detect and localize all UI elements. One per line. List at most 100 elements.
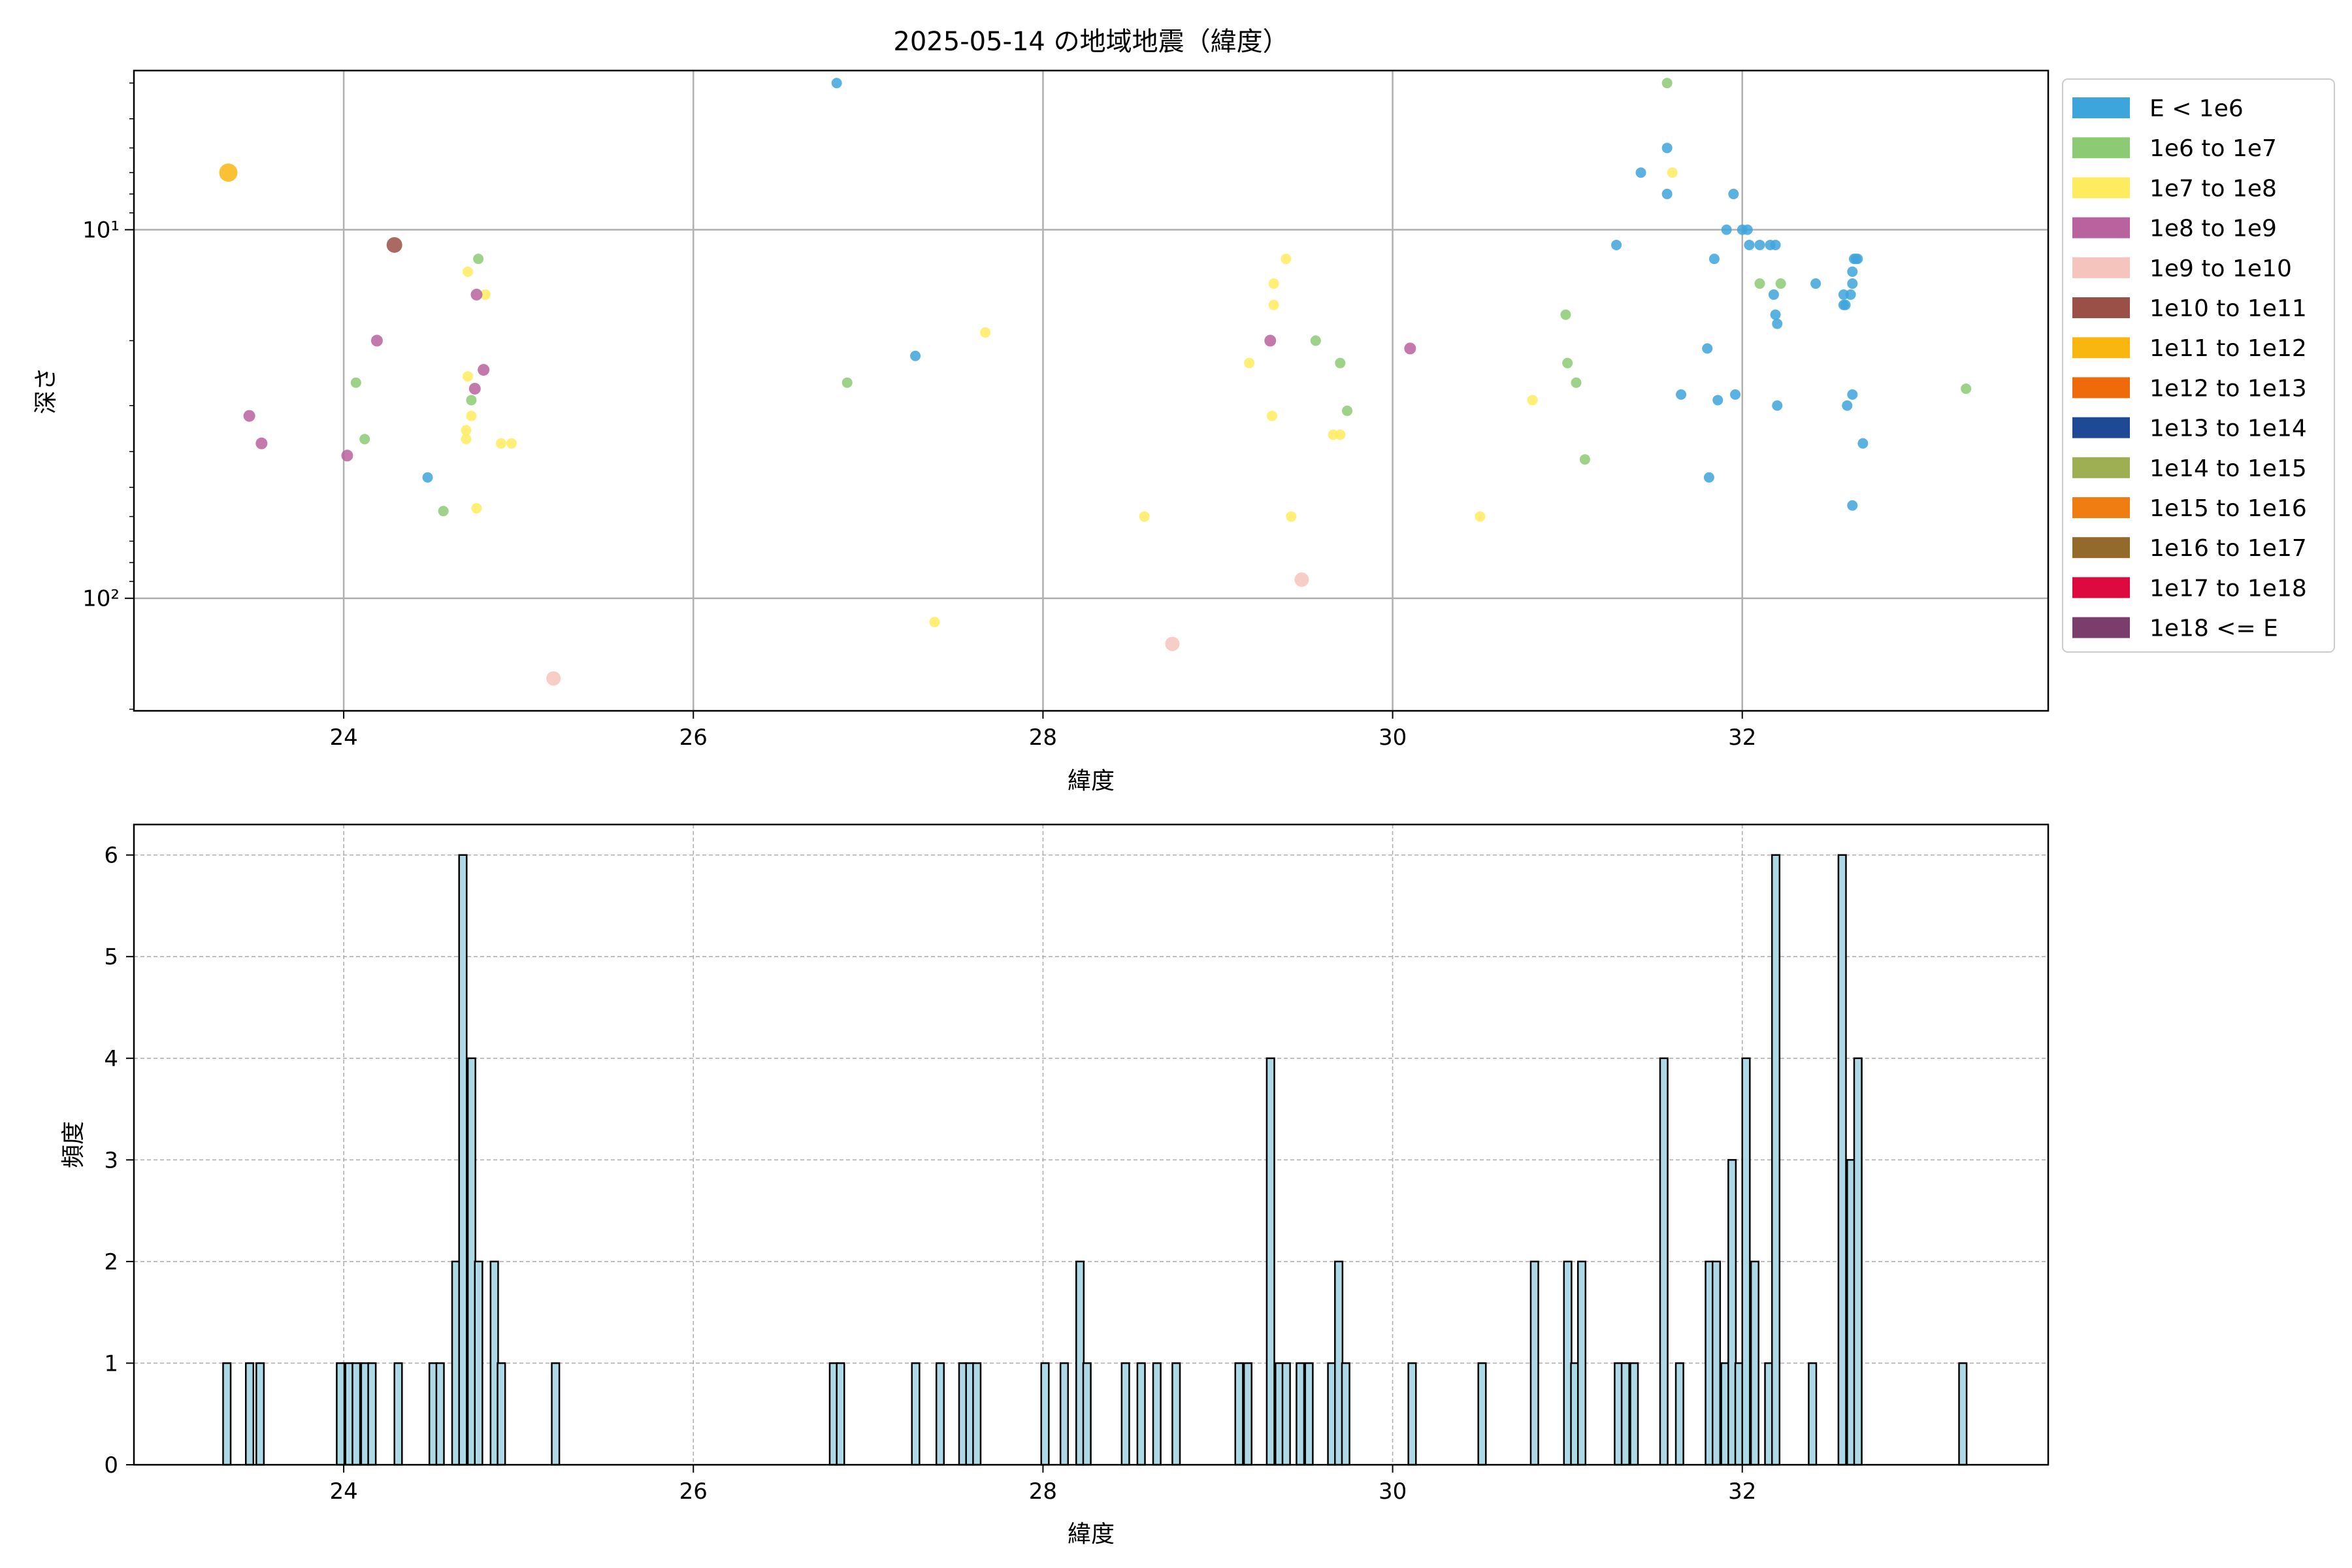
scatter-point bbox=[929, 617, 940, 628]
legend-label: 1e8 to 1e9 bbox=[2149, 216, 2277, 242]
histogram-x-tick-label: 28 bbox=[1029, 1478, 1057, 1505]
scatter-point bbox=[546, 671, 561, 686]
histogram-bar bbox=[255, 1362, 265, 1466]
legend-swatch bbox=[2072, 97, 2130, 118]
histogram-bar bbox=[435, 1362, 445, 1466]
histogram-bar bbox=[1407, 1362, 1417, 1466]
histogram-bar bbox=[1082, 1362, 1092, 1466]
histogram-frame bbox=[133, 823, 2050, 1466]
scatter-x-tick-label: 28 bbox=[1029, 725, 1057, 751]
histogram-x-tick-label: 26 bbox=[679, 1478, 708, 1505]
scatter-point bbox=[480, 289, 491, 300]
histogram-y-ticks: 0 1 2 3 4 5 6 bbox=[104, 843, 134, 1478]
scatter-y-axis-label: 深さ bbox=[33, 367, 59, 414]
scatter-point bbox=[841, 377, 853, 388]
legend-label: 1e13 to 1e14 bbox=[2149, 416, 2307, 442]
scatter-point bbox=[370, 335, 383, 347]
scatter-point bbox=[1294, 572, 1309, 587]
histogram-bar bbox=[336, 1362, 346, 1466]
histogram-x-axis-label: 緯度 bbox=[1068, 1521, 1115, 1548]
scatter-title: 2025-05-14 の地域地震（緯度） bbox=[893, 27, 1288, 57]
scatter-point bbox=[1847, 278, 1858, 289]
legend-label: 1e7 to 1e8 bbox=[2149, 175, 2277, 202]
scatter-point bbox=[1268, 299, 1279, 310]
scatter-point bbox=[1661, 188, 1673, 199]
scatter-point bbox=[1770, 239, 1781, 250]
histogram-y-tick-label: 3 bbox=[104, 1147, 118, 1173]
scatter-point bbox=[463, 371, 474, 382]
scatter-x-tick-label: 24 bbox=[329, 725, 357, 751]
scatter-point bbox=[1742, 224, 1753, 235]
scatter-point bbox=[468, 382, 481, 395]
legend-label: 1e12 to 1e13 bbox=[2149, 375, 2307, 402]
histogram-bar bbox=[1629, 1362, 1639, 1466]
legend-label: 1e15 to 1e16 bbox=[2149, 495, 2307, 522]
histogram-bars bbox=[222, 854, 1968, 1466]
histogram-bar bbox=[1529, 1260, 1539, 1466]
histogram-bar bbox=[1234, 1362, 1244, 1466]
histogram-y-axis-label: 頻度 bbox=[60, 1121, 87, 1168]
scatter-point bbox=[1404, 342, 1416, 355]
scatter-point bbox=[1845, 289, 1856, 300]
scatter-point bbox=[1712, 395, 1723, 406]
legend-swatch bbox=[2072, 137, 2130, 159]
histogram-bar bbox=[1120, 1362, 1130, 1466]
scatter-y-tick-label: 10¹ bbox=[82, 218, 120, 244]
histogram-bar bbox=[393, 1362, 403, 1466]
histogram-bar bbox=[474, 1260, 483, 1466]
histogram-bar bbox=[1266, 1057, 1275, 1466]
scatter-x-tick-label: 26 bbox=[679, 725, 708, 751]
histogram-bar bbox=[1674, 1362, 1684, 1466]
scatter-point bbox=[471, 503, 482, 514]
scatter-point bbox=[1702, 343, 1713, 354]
histogram-bar bbox=[458, 854, 468, 1466]
scatter-point bbox=[1266, 410, 1277, 421]
histogram-x-tick-label: 30 bbox=[1379, 1478, 1407, 1505]
scatter-point bbox=[1635, 167, 1646, 178]
histogram-y-tick-label: 2 bbox=[104, 1249, 118, 1275]
scatter-point bbox=[1708, 253, 1720, 265]
legend-swatch bbox=[2072, 297, 2130, 318]
scatter-point bbox=[1730, 389, 1741, 400]
scatter-point bbox=[1768, 289, 1779, 300]
histogram-bar bbox=[1711, 1260, 1722, 1466]
legend-label: 1e14 to 1e15 bbox=[2149, 455, 2307, 482]
histogram-bar bbox=[1771, 854, 1781, 1466]
scatter-point bbox=[1961, 383, 1972, 394]
histogram-bar bbox=[497, 1362, 506, 1466]
histogram-bar bbox=[245, 1362, 255, 1466]
legend-label: 1e17 to 1e18 bbox=[2149, 575, 2307, 602]
legend-label: 1e16 to 1e17 bbox=[2149, 535, 2307, 562]
scatter-point bbox=[466, 395, 477, 406]
scatter-point bbox=[466, 410, 477, 421]
scatter-x-tick-label: 30 bbox=[1379, 725, 1407, 751]
legend-label: 1e18 <= E bbox=[2149, 615, 2278, 642]
histogram-bar bbox=[1304, 1362, 1314, 1466]
scatter-point bbox=[1268, 278, 1279, 289]
histogram-bar bbox=[1477, 1362, 1487, 1466]
legend-swatch bbox=[2072, 457, 2130, 478]
legend-swatch bbox=[2072, 417, 2130, 438]
histogram-bar bbox=[1808, 1362, 1818, 1466]
histogram-bar bbox=[351, 1362, 361, 1466]
scatter-x-ticks: 24 26 28 30 32 bbox=[329, 711, 1756, 751]
histogram-y-tick-label: 5 bbox=[104, 944, 118, 970]
histogram-bar bbox=[551, 1362, 561, 1466]
scatter-point bbox=[470, 288, 483, 301]
scatter-point bbox=[1847, 500, 1858, 511]
histogram-y-tick-label: 1 bbox=[104, 1350, 118, 1377]
scatter-point bbox=[359, 434, 370, 445]
histogram-y-tick-label: 6 bbox=[104, 843, 118, 869]
histogram-bar bbox=[1171, 1362, 1181, 1466]
scatter-point bbox=[1772, 318, 1783, 329]
scatter-point bbox=[1661, 142, 1673, 154]
legend-label: E < 1e6 bbox=[2149, 95, 2244, 122]
scatter-point bbox=[1857, 438, 1869, 449]
scatter-point bbox=[422, 472, 433, 483]
histogram-x-tick-label: 24 bbox=[329, 1478, 357, 1505]
scatter-y-tick-label: 10² bbox=[82, 586, 120, 612]
histogram-bar bbox=[972, 1362, 982, 1466]
histogram-bar bbox=[911, 1362, 921, 1466]
scatter-point bbox=[495, 438, 506, 449]
